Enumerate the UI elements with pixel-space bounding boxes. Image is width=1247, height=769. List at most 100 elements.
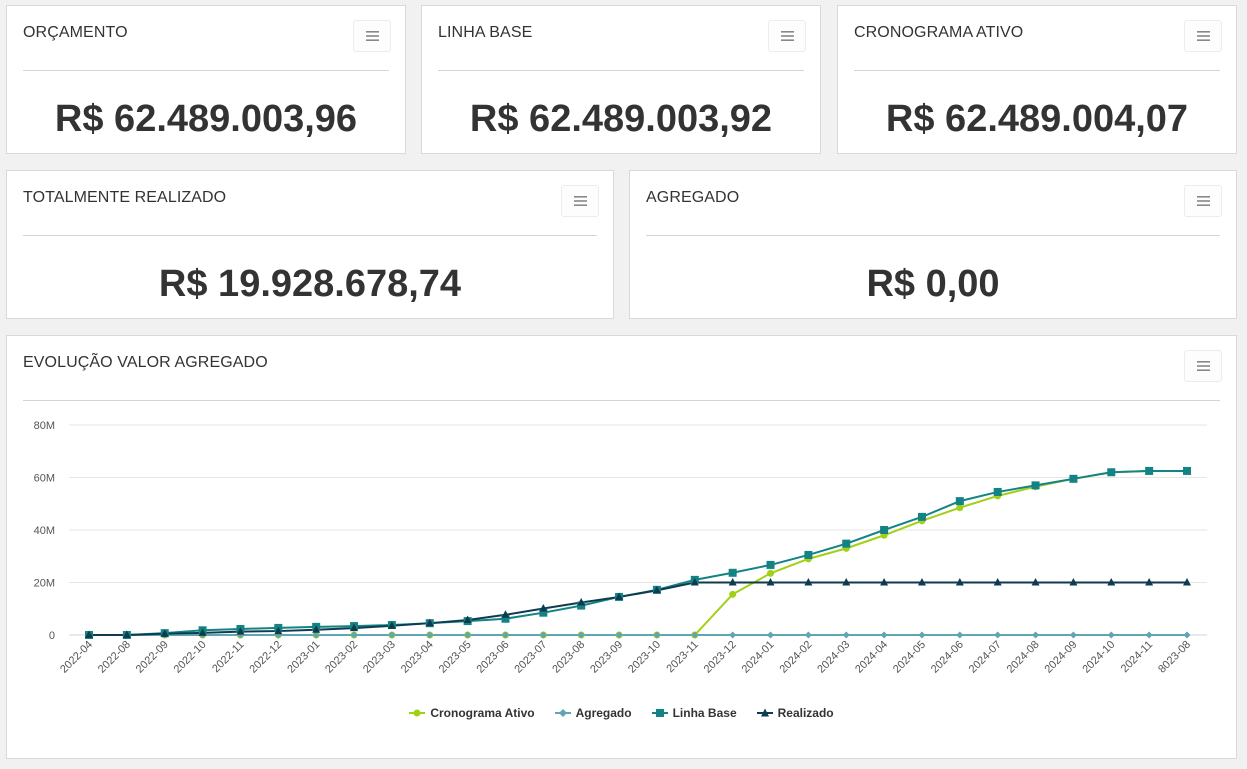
x-tick-label: 8023-08 bbox=[1156, 639, 1193, 676]
data-point bbox=[1031, 481, 1040, 490]
x-tick-label: 2022-10 bbox=[172, 639, 209, 676]
hamburger-menu-icon bbox=[365, 31, 379, 41]
data-point bbox=[690, 578, 699, 586]
legend-label: Linha Base bbox=[672, 706, 737, 720]
card-menu-button[interactable] bbox=[353, 20, 391, 52]
card-title: AGREGADO bbox=[646, 189, 740, 206]
data-point bbox=[463, 615, 472, 624]
hamburger-menu-icon bbox=[1196, 31, 1210, 41]
card-value: R$ 19.928.678,74 bbox=[158, 263, 462, 305]
card-title: ORÇAMENTO bbox=[23, 24, 128, 41]
data-point bbox=[653, 631, 661, 639]
data-point bbox=[577, 601, 586, 610]
x-tick-label: 2024-04 bbox=[853, 639, 890, 676]
legend-item[interactable]: Linha Base bbox=[651, 706, 737, 720]
card-menu-button[interactable] bbox=[1184, 20, 1222, 52]
data-point bbox=[615, 631, 623, 639]
hamburger-menu-icon bbox=[573, 196, 587, 206]
divider bbox=[23, 235, 597, 236]
x-tick-label: 2024-06 bbox=[929, 639, 966, 676]
data-point bbox=[955, 578, 964, 586]
x-tick-label: 2024-08 bbox=[1005, 639, 1042, 676]
legend-label: Realizado bbox=[777, 706, 834, 720]
data-point bbox=[464, 631, 472, 639]
card-cronograma-ativo: CRONOGRAMA ATIVO R$ 62.489.004,07 bbox=[837, 5, 1237, 154]
card-value: R$ 62.489.003,92 bbox=[469, 98, 773, 140]
card-menu-button[interactable] bbox=[561, 185, 599, 217]
legend-item[interactable]: Cronograma Ativo bbox=[409, 706, 535, 720]
x-tick-label: 2023-11 bbox=[664, 639, 700, 675]
data-point bbox=[728, 568, 737, 577]
legend-item[interactable]: Realizado bbox=[756, 706, 834, 720]
data-point bbox=[729, 631, 737, 639]
y-tick-label: 40M bbox=[34, 525, 55, 537]
divider bbox=[854, 70, 1220, 71]
x-tick-label: 2024-10 bbox=[1080, 639, 1117, 676]
legend-label: Cronograma Ativo bbox=[430, 706, 535, 720]
data-point bbox=[1145, 466, 1154, 475]
series-line bbox=[89, 469, 1187, 636]
x-tick-label: 2023-10 bbox=[626, 639, 663, 676]
data-point bbox=[85, 630, 93, 638]
x-tick-label: 2023-08 bbox=[550, 639, 587, 676]
card-value: R$ 62.489.004,07 bbox=[885, 98, 1189, 140]
x-tick-label: 2023-01 bbox=[285, 639, 322, 676]
card-menu-button[interactable] bbox=[1184, 185, 1222, 217]
data-point bbox=[501, 614, 510, 623]
data-point bbox=[615, 592, 624, 600]
data-point bbox=[501, 631, 509, 639]
data-point bbox=[1145, 631, 1153, 639]
chart-menu-button[interactable] bbox=[1184, 350, 1222, 382]
data-point bbox=[956, 504, 964, 512]
data-point bbox=[577, 631, 585, 639]
legend-marker-icon bbox=[409, 709, 426, 717]
data-point bbox=[577, 597, 586, 606]
x-tick-label: 2024-07 bbox=[967, 639, 1004, 676]
chart-legend: Cronograma Ativo Agregado Linha Base Realiz… bbox=[7, 706, 1236, 721]
x-tick-label: 2022-12 bbox=[247, 639, 284, 676]
card-menu-button[interactable] bbox=[768, 20, 806, 52]
data-point bbox=[729, 590, 737, 598]
x-tick-label: 2024-05 bbox=[891, 639, 928, 676]
data-point bbox=[1069, 631, 1077, 639]
data-point bbox=[1107, 631, 1115, 639]
hamburger-menu-icon bbox=[780, 31, 794, 41]
x-tick-label: 2024-01 bbox=[740, 639, 777, 676]
card-title: LINHA BASE bbox=[438, 24, 533, 41]
x-tick-label: 2022-08 bbox=[96, 639, 133, 676]
data-point bbox=[993, 487, 1002, 496]
data-point bbox=[1183, 578, 1191, 586]
data-point bbox=[917, 578, 926, 586]
data-point bbox=[1069, 474, 1078, 483]
y-tick-label: 60M bbox=[34, 473, 55, 485]
x-tick-label: 2022-09 bbox=[134, 639, 171, 676]
data-point bbox=[1145, 578, 1154, 586]
data-point bbox=[917, 512, 926, 521]
x-tick-label: 2023-05 bbox=[437, 639, 474, 676]
data-point bbox=[956, 631, 964, 639]
hamburger-menu-icon bbox=[1196, 361, 1210, 371]
x-tick-label: 2023-04 bbox=[399, 639, 436, 676]
chart-panel: EVOLUÇÃO VALOR AGREGADO 0 20M 40M 60M 80M 202… bbox=[6, 335, 1237, 759]
card-value: R$ 62.489.003,96 bbox=[54, 98, 358, 140]
data-point bbox=[918, 631, 926, 639]
x-tick-label: 2022-11 bbox=[210, 639, 246, 675]
data-point bbox=[1107, 578, 1116, 586]
data-point bbox=[880, 526, 889, 534]
card-agregado: AGREGADO R$ 0,00 bbox=[629, 170, 1237, 319]
data-point bbox=[993, 578, 1002, 586]
data-point bbox=[994, 631, 1002, 639]
x-tick-label: 2024-11 bbox=[1119, 639, 1155, 675]
data-point bbox=[1031, 578, 1040, 586]
card-value: R$ 0,00 bbox=[866, 263, 1000, 305]
legend-marker-icon bbox=[651, 709, 668, 717]
data-point bbox=[767, 631, 775, 639]
data-point bbox=[312, 631, 320, 639]
series-line bbox=[89, 469, 1187, 636]
legend-item[interactable]: Agregado bbox=[554, 706, 632, 720]
data-point bbox=[691, 631, 699, 639]
data-point bbox=[388, 631, 396, 639]
data-point bbox=[1107, 468, 1116, 477]
data-point bbox=[652, 585, 661, 594]
